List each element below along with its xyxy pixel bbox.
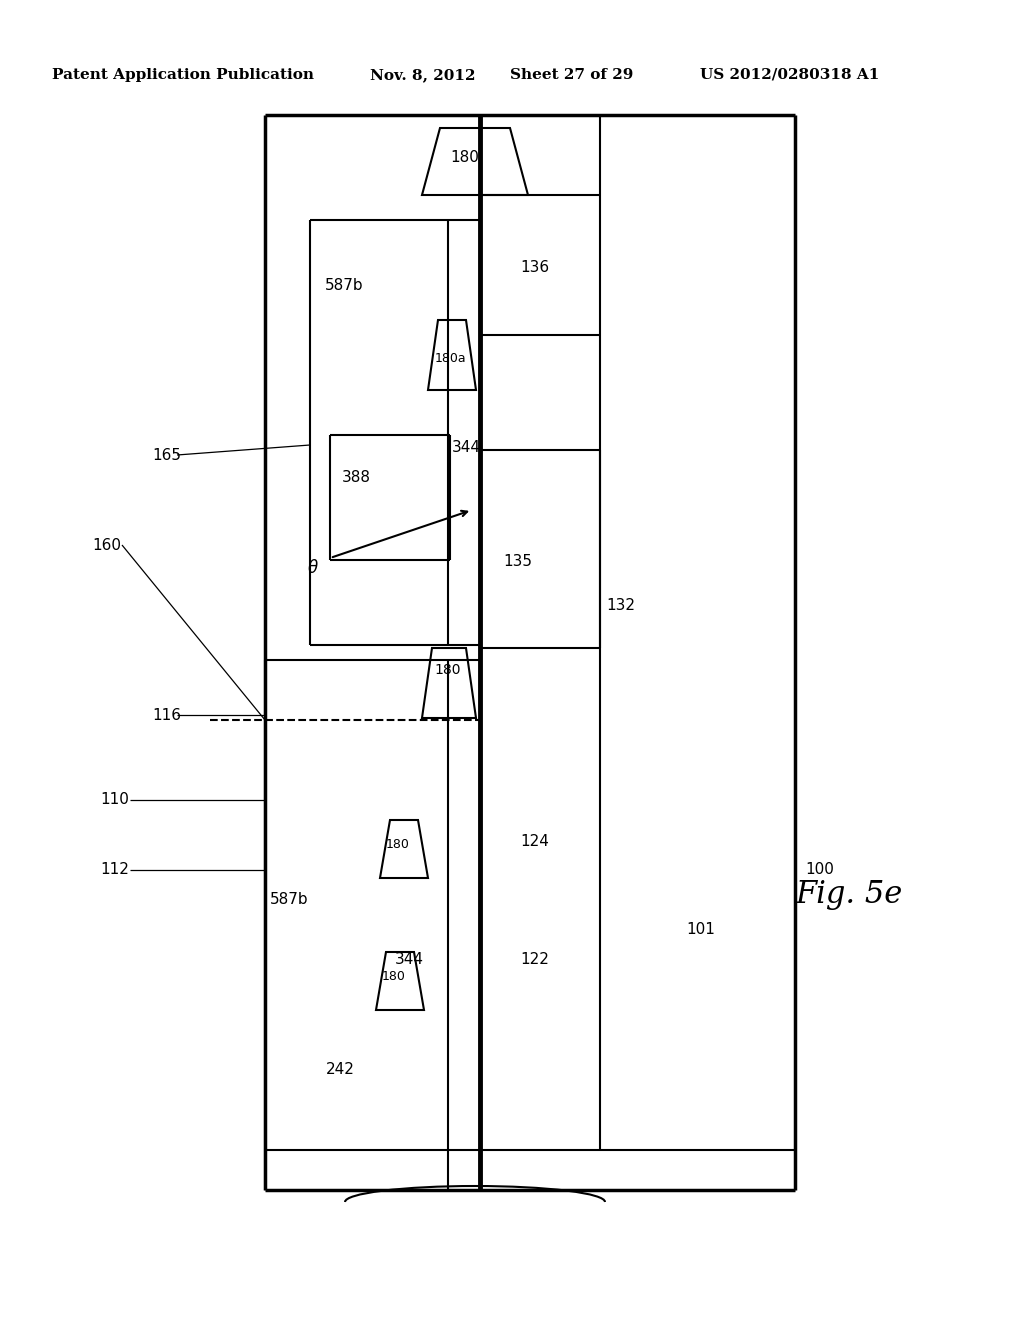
Text: 124: 124 [520, 834, 549, 850]
Text: 587b: 587b [270, 892, 308, 908]
Text: 101: 101 [686, 923, 715, 937]
Polygon shape [422, 648, 476, 718]
Text: 116: 116 [152, 708, 181, 722]
Text: 242: 242 [326, 1063, 354, 1077]
Text: 180: 180 [386, 838, 410, 851]
Polygon shape [428, 319, 476, 389]
Text: 180a: 180a [434, 351, 466, 364]
Text: US 2012/0280318 A1: US 2012/0280318 A1 [700, 69, 880, 82]
Text: 100: 100 [805, 862, 834, 878]
Text: 180: 180 [382, 970, 406, 983]
Polygon shape [376, 952, 424, 1010]
Text: Sheet 27 of 29: Sheet 27 of 29 [510, 69, 634, 82]
Polygon shape [422, 128, 528, 195]
Text: Fig. 5e: Fig. 5e [795, 879, 902, 911]
Text: 180: 180 [435, 663, 461, 677]
Text: 165: 165 [152, 447, 181, 462]
Text: 112: 112 [100, 862, 129, 878]
Text: 122: 122 [520, 953, 549, 968]
Polygon shape [380, 820, 428, 878]
Text: 344: 344 [395, 953, 424, 968]
Text: Patent Application Publication: Patent Application Publication [52, 69, 314, 82]
Text: 136: 136 [520, 260, 549, 276]
Text: Nov. 8, 2012: Nov. 8, 2012 [370, 69, 475, 82]
Text: 344: 344 [452, 441, 481, 455]
Text: 180: 180 [451, 150, 479, 165]
Text: 587b: 587b [325, 277, 364, 293]
Text: 160: 160 [92, 537, 121, 553]
Text: $\theta$: $\theta$ [307, 558, 318, 577]
Text: 132: 132 [606, 598, 635, 612]
Text: 110: 110 [100, 792, 129, 808]
Text: 388: 388 [342, 470, 371, 486]
Text: 135: 135 [503, 554, 532, 569]
